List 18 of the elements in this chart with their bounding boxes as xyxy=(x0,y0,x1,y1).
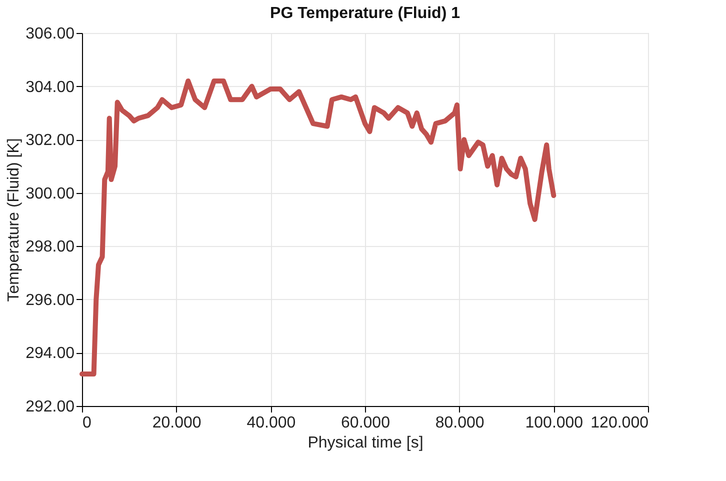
x-tick-label: 80.000 xyxy=(435,414,484,432)
y-tick-label: 302.00 xyxy=(26,132,75,150)
y-tick-label: 294.00 xyxy=(26,345,75,362)
y-tick-label: 300.00 xyxy=(26,185,75,202)
y-tick-label: 292.00 xyxy=(26,398,75,416)
y-tick-label: 304.00 xyxy=(26,78,75,96)
x-tick-label: 0 xyxy=(82,414,92,432)
y-tick-label: 296.00 xyxy=(26,292,75,309)
x-tick-label: 20.000 xyxy=(152,414,202,432)
x-tick-label: 100.000 xyxy=(525,414,584,432)
x-axis-title: Physical time [s] xyxy=(308,434,424,452)
x-tick-label: 120.000 xyxy=(590,414,649,432)
y-tick-label: 298.00 xyxy=(26,238,75,256)
y-tick-label: 306.00 xyxy=(26,26,75,42)
y-axis-title: Temperature (Fluid) [K] xyxy=(6,138,23,302)
x-tick-label: 60.000 xyxy=(341,414,390,432)
x-tick-label: 40.000 xyxy=(246,414,296,432)
chart-title: PG Temperature (Fluid) 1 xyxy=(270,5,460,22)
